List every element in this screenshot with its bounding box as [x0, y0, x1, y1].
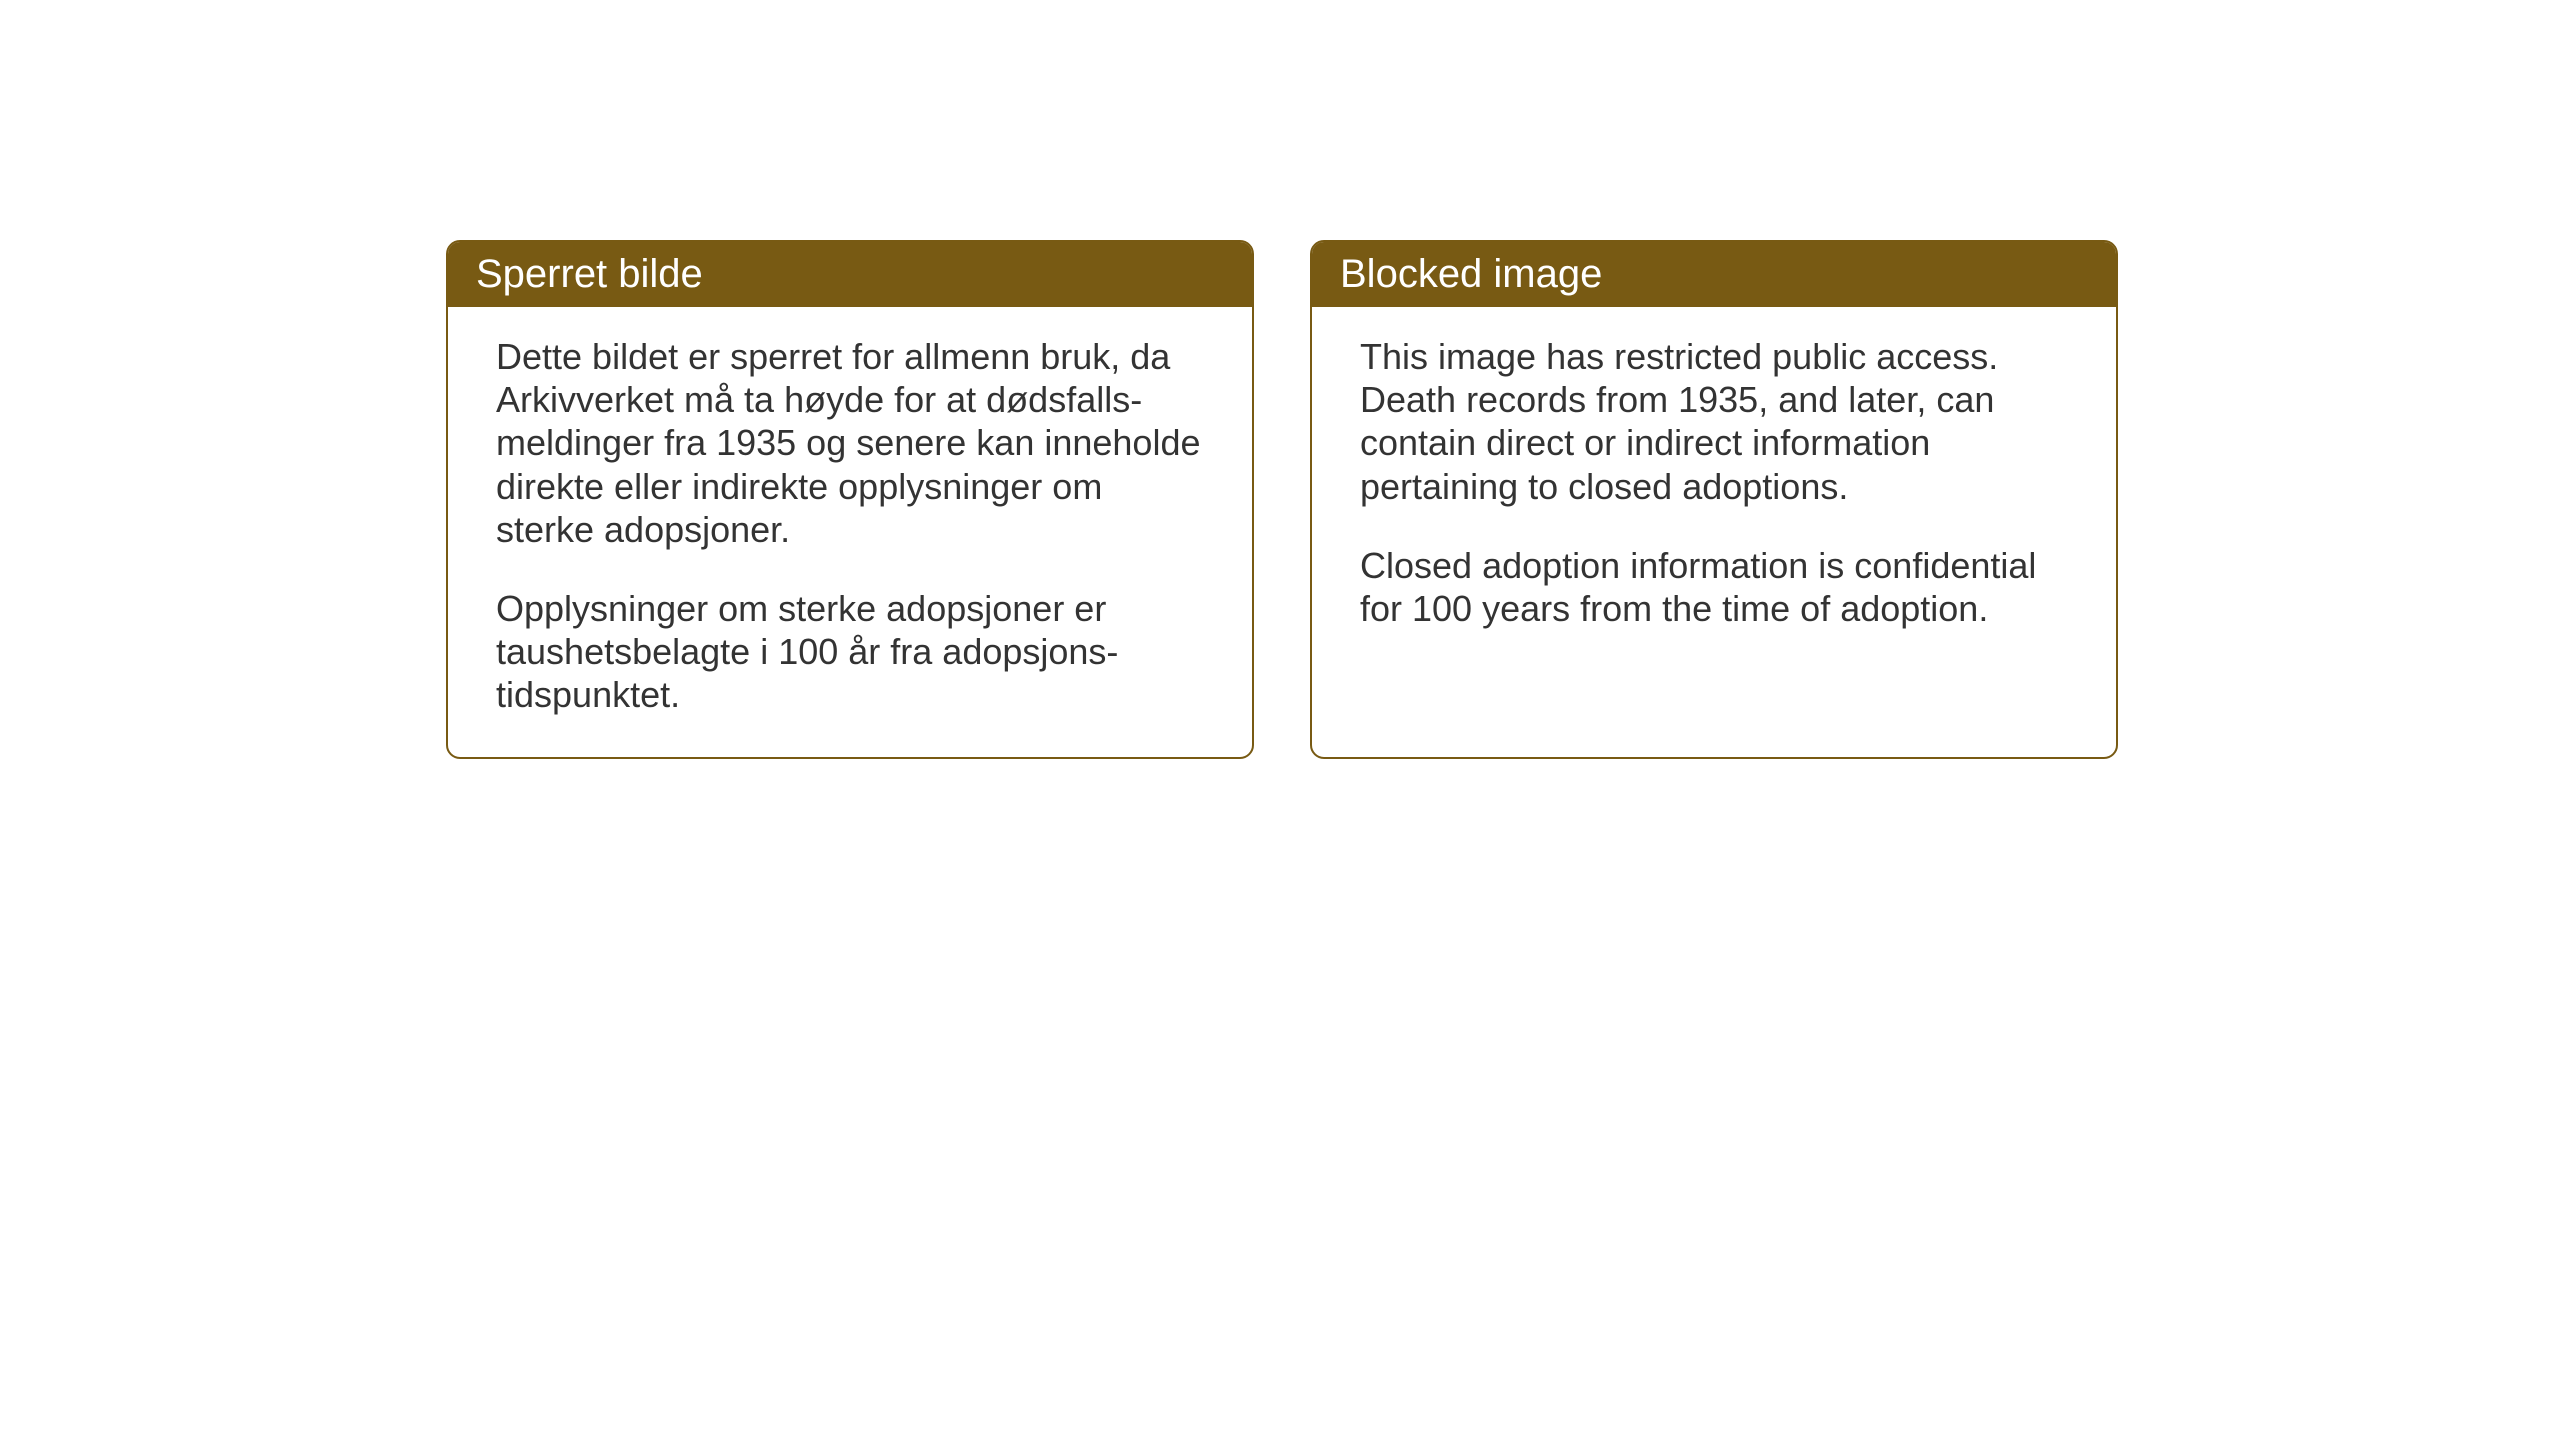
card-paragraph-norwegian-2: Opplysninger om sterke adopsjoner er tau… — [496, 587, 1204, 717]
notice-card-norwegian: Sperret bilde Dette bildet er sperret fo… — [446, 240, 1254, 759]
notice-card-english: Blocked image This image has restricted … — [1310, 240, 2118, 759]
card-paragraph-english-2: Closed adoption information is confident… — [1360, 544, 2068, 630]
card-header-english: Blocked image — [1312, 242, 2116, 307]
card-title-english: Blocked image — [1340, 252, 1602, 296]
card-body-english: This image has restricted public access.… — [1312, 307, 2116, 757]
card-body-norwegian: Dette bildet er sperret for allmenn bruk… — [448, 307, 1252, 757]
card-paragraph-english-1: This image has restricted public access.… — [1360, 335, 2068, 508]
card-title-norwegian: Sperret bilde — [476, 252, 703, 296]
notice-container: Sperret bilde Dette bildet er sperret fo… — [446, 240, 2118, 759]
card-paragraph-norwegian-1: Dette bildet er sperret for allmenn bruk… — [496, 335, 1204, 551]
card-header-norwegian: Sperret bilde — [448, 242, 1252, 307]
